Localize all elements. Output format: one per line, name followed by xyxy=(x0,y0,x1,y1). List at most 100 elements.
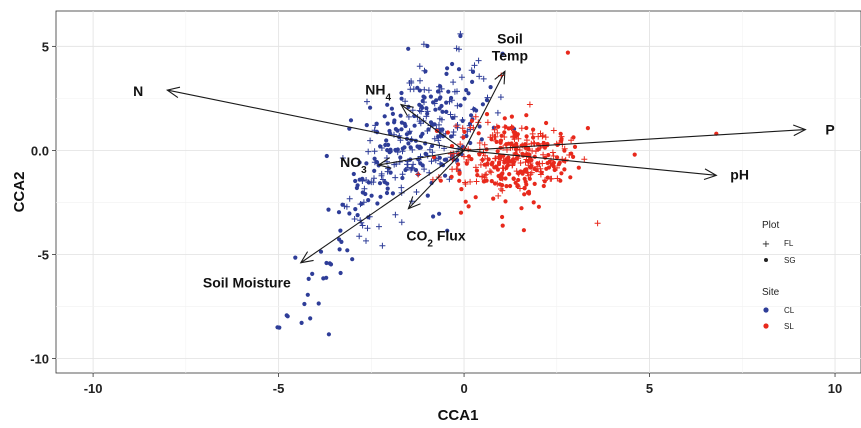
data-point-cl-sg xyxy=(444,109,449,114)
y-tick-label: -10 xyxy=(30,351,49,366)
data-point-sl-sg xyxy=(515,183,520,188)
data-point-sl-sg xyxy=(498,140,503,145)
vector-arrowhead xyxy=(703,168,718,181)
data-point-sl-sg xyxy=(500,223,505,228)
data-point-cl-fl xyxy=(471,62,478,69)
data-point-cl-sg xyxy=(351,171,356,177)
data-point-cl-fl xyxy=(423,113,430,120)
data-point-cl-fl xyxy=(420,41,427,48)
vector-label: Soil Temp xyxy=(492,30,528,63)
data-point-cl-sg xyxy=(369,193,374,198)
data-point-cl-fl xyxy=(416,63,423,70)
data-point-cl-sg xyxy=(360,190,365,195)
data-point-cl-fl xyxy=(413,189,420,195)
data-point-cl-fl xyxy=(364,225,371,232)
data-point-sl-sg xyxy=(459,187,464,192)
data-point-sl-fl xyxy=(465,157,472,163)
data-point-sl-fl xyxy=(523,150,530,157)
data-point-cl-fl xyxy=(357,201,364,208)
data-point-cl-fl xyxy=(397,137,404,144)
data-point-cl-sg xyxy=(353,178,358,184)
data-point-cl-sg xyxy=(385,121,390,126)
data-point-cl-fl xyxy=(429,149,436,156)
data-point-cl-fl xyxy=(339,155,346,161)
data-point-cl-fl xyxy=(431,135,438,142)
data-point-cl-fl xyxy=(365,148,372,155)
data-point-sl-fl xyxy=(558,133,565,140)
legend-plus-marker: + xyxy=(762,239,770,250)
data-point-cl-fl xyxy=(409,164,416,171)
data-point-cl-sg xyxy=(383,142,388,148)
data-point-cl-sg xyxy=(403,167,408,173)
data-point-cl-sg xyxy=(403,123,408,129)
data-point-cl-fl xyxy=(457,30,464,37)
data-point-cl-sg xyxy=(477,124,482,129)
data-point-cl-fl xyxy=(468,67,475,74)
data-point-cl-fl xyxy=(409,107,416,114)
vector-line xyxy=(463,71,506,151)
data-point-sl-fl xyxy=(554,175,561,182)
data-point-sl-sg xyxy=(576,165,581,170)
data-point-cl-sg xyxy=(446,89,451,94)
data-point-cl-sg xyxy=(337,247,342,252)
data-point-cl-fl xyxy=(437,160,444,167)
data-point-sl-fl xyxy=(550,127,557,134)
data-point-sl-sg xyxy=(491,196,496,201)
legend-item-sg: SG xyxy=(784,256,796,265)
data-point-cl-fl xyxy=(436,83,442,90)
data-point-sl-sg xyxy=(524,125,529,131)
x-tick-label: -10 xyxy=(84,381,103,396)
data-point-cl-fl xyxy=(398,184,405,191)
data-point-sl-fl xyxy=(467,124,474,131)
data-point-cl-sg xyxy=(378,194,383,199)
data-point-sl-fl xyxy=(503,142,510,148)
data-point-cl-sg xyxy=(392,118,397,123)
data-point-cl-fl xyxy=(371,159,378,166)
data-point-cl-fl xyxy=(470,106,477,113)
vector-arrowhead xyxy=(299,251,314,264)
data-point-sl-fl xyxy=(518,125,525,132)
data-point-sl-sg xyxy=(531,127,536,132)
data-point-cl-sg xyxy=(428,94,433,99)
data-point-cl-sg xyxy=(399,120,404,125)
data-point-cl-sg xyxy=(338,228,343,233)
vector-arrowhead xyxy=(377,157,392,169)
data-point-sl-sg xyxy=(568,175,573,180)
legend-item-sl: SL xyxy=(784,322,794,331)
data-point-cl-fl xyxy=(372,122,379,129)
data-point-cl-sg xyxy=(417,88,422,93)
data-point-sl-fl xyxy=(508,124,515,131)
data-point-cl-sg xyxy=(466,91,471,96)
data-point-sl-fl xyxy=(450,150,457,157)
data-point-cl-sg xyxy=(399,127,404,132)
data-point-sl-sg xyxy=(490,161,495,166)
data-point-cl-sg xyxy=(308,316,313,321)
data-point-sl-sg xyxy=(445,130,450,135)
data-point-cl-sg xyxy=(378,144,383,149)
data-point-cl-fl xyxy=(371,148,378,155)
vector-label: N xyxy=(133,83,143,99)
data-point-sl-fl xyxy=(472,164,479,171)
data-point-sl-fl xyxy=(542,177,548,184)
data-point-cl-sg xyxy=(418,134,424,139)
data-point-sl-sg xyxy=(558,178,563,183)
data-point-cl-fl xyxy=(480,75,487,82)
data-point-cl-fl xyxy=(394,149,401,156)
data-point-cl-fl xyxy=(428,158,435,165)
data-point-cl-sg xyxy=(305,292,310,297)
data-point-cl-sg xyxy=(302,301,307,307)
data-point-cl-sg xyxy=(437,211,442,216)
data-point-sl-sg xyxy=(523,179,528,184)
data-point-cl-sg xyxy=(458,103,463,108)
data-point-sl-sg xyxy=(516,177,521,183)
data-point-sl-fl xyxy=(499,187,506,194)
data-point-cl-sg xyxy=(375,201,380,206)
x-tick-label: 0 xyxy=(460,381,467,396)
data-point-cl-sg xyxy=(437,106,442,111)
y-tick-label: 0.0 xyxy=(31,143,49,158)
data-point-sl-sg xyxy=(461,135,466,140)
data-point-cl-fl xyxy=(446,98,453,105)
data-point-sl-sg xyxy=(481,179,486,184)
data-point-cl-fl xyxy=(451,113,458,120)
data-point-cl-fl xyxy=(396,132,403,139)
